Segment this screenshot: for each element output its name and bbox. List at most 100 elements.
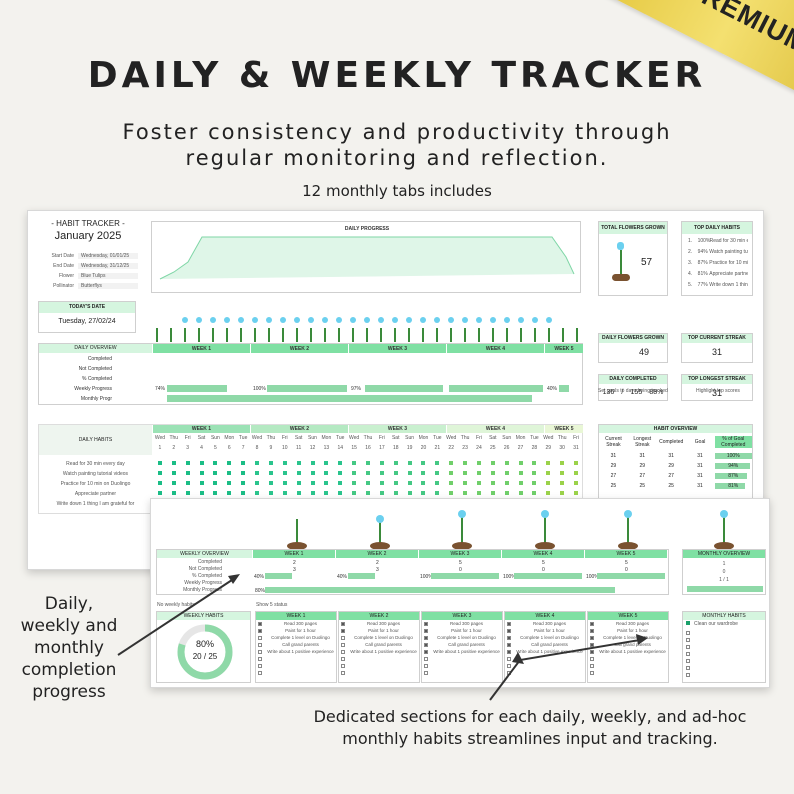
- weekly-habit-row[interactable]: [505, 662, 585, 669]
- checkbox[interactable]: [590, 628, 594, 633]
- habit-checkbox[interactable]: [379, 491, 384, 495]
- checkbox[interactable]: [424, 628, 428, 633]
- weekly-habit-row[interactable]: Call grand parents: [256, 641, 336, 648]
- habit-checkbox[interactable]: [504, 471, 509, 475]
- habit-checkbox[interactable]: [574, 461, 579, 465]
- weekly-habit-row[interactable]: Call grand parents: [588, 641, 668, 648]
- weekly-habit-row[interactable]: Call grand parents: [422, 641, 502, 648]
- weekly-habit-row[interactable]: Complete 1 level on Duolingo: [339, 634, 419, 641]
- habit-checkbox[interactable]: [560, 471, 565, 475]
- weekly-habit-row[interactable]: Complete 1 level on Duolingo: [256, 634, 336, 641]
- habit-checkbox[interactable]: [574, 471, 579, 475]
- checkbox[interactable]: [590, 635, 594, 640]
- habit-checkbox[interactable]: [324, 481, 329, 485]
- habit-checkbox[interactable]: [282, 491, 287, 495]
- habit-checkbox[interactable]: [352, 471, 357, 475]
- daily-habit[interactable]: Appreciate partner: [74, 491, 117, 497]
- habit-checkbox[interactable]: [546, 461, 551, 465]
- habit-checkbox[interactable]: [324, 471, 329, 475]
- habit-checkbox[interactable]: [213, 461, 218, 465]
- checkbox[interactable]: [507, 670, 511, 675]
- weekly-habit-row[interactable]: [422, 655, 502, 662]
- habit-checkbox[interactable]: [435, 491, 440, 495]
- habit-checkbox[interactable]: [255, 471, 260, 475]
- checkbox[interactable]: [686, 673, 690, 677]
- habit-checkbox[interactable]: [518, 461, 523, 465]
- weekly-habit-row[interactable]: Read 300 pages: [256, 620, 336, 627]
- checkbox[interactable]: [590, 621, 594, 626]
- weekly-habit-row[interactable]: Write about 1 positive experience: [505, 648, 585, 655]
- weekly-habit-row[interactable]: Paint for 1 hour: [256, 627, 336, 634]
- weekly-habit-row[interactable]: [588, 662, 668, 669]
- habit-checkbox[interactable]: [574, 491, 579, 495]
- habit-checkbox[interactable]: [518, 471, 523, 475]
- habit-checkbox[interactable]: [379, 461, 384, 465]
- weekly-habit-row[interactable]: Paint for 1 hour: [588, 627, 668, 634]
- habit-checkbox[interactable]: [504, 491, 509, 495]
- habit-checkbox[interactable]: [171, 481, 176, 485]
- habit-checkbox[interactable]: [227, 471, 232, 475]
- checkbox[interactable]: [686, 645, 690, 649]
- habit-checkbox[interactable]: [255, 481, 260, 485]
- checkbox[interactable]: [424, 635, 428, 640]
- checkbox[interactable]: [507, 628, 511, 633]
- daily-habit[interactable]: Watch painting tutorial videos: [62, 471, 129, 477]
- habit-checkbox[interactable]: [268, 481, 273, 485]
- habit-checkbox[interactable]: [476, 481, 481, 485]
- checkbox[interactable]: [507, 621, 511, 626]
- habit-checkbox[interactable]: [282, 481, 287, 485]
- habit-checkbox[interactable]: [449, 481, 454, 485]
- habit-checkbox[interactable]: [366, 461, 370, 465]
- habit-checkbox[interactable]: [463, 491, 468, 495]
- habit-checkbox[interactable]: [310, 481, 315, 485]
- weekly-habit-row[interactable]: Paint for 1 hour: [339, 627, 419, 634]
- habit-checkbox[interactable]: [227, 491, 232, 495]
- status-filter[interactable]: Show 5 status: [256, 602, 288, 608]
- checkbox[interactable]: [341, 663, 345, 668]
- habit-checkbox[interactable]: [366, 481, 370, 485]
- habit-checkbox[interactable]: [338, 491, 343, 495]
- habit-checkbox[interactable]: [255, 461, 260, 465]
- weekly-habit-row[interactable]: Read 300 pages: [422, 620, 502, 627]
- monthly-habit-row[interactable]: Clean our wardrobe: [683, 620, 765, 628]
- habit-checkbox[interactable]: [157, 461, 162, 465]
- weekly-habit-row[interactable]: [339, 662, 419, 669]
- habit-checkbox[interactable]: [185, 481, 190, 485]
- field-value[interactable]: Wednesday, 01/01/25: [78, 253, 138, 259]
- habit-checkbox[interactable]: [463, 461, 468, 465]
- habit-checkbox[interactable]: [379, 471, 384, 475]
- habit-checkbox[interactable]: [490, 491, 495, 495]
- highlight-filter[interactable]: Highlight top scores: [696, 388, 740, 394]
- habit-checkbox[interactable]: [296, 471, 301, 475]
- habit-checkbox[interactable]: [282, 461, 287, 465]
- checkbox[interactable]: [686, 638, 690, 642]
- checkbox[interactable]: [341, 656, 345, 661]
- habit-checkbox[interactable]: [407, 471, 412, 475]
- weekly-habit-row[interactable]: Call grand parents: [505, 641, 585, 648]
- habit-checkbox[interactable]: [338, 461, 343, 465]
- weekly-filter[interactable]: No weekly habits: [157, 602, 195, 608]
- checkbox[interactable]: [686, 666, 690, 670]
- habit-checkbox[interactable]: [199, 491, 204, 495]
- habit-checkbox[interactable]: [338, 471, 343, 475]
- habit-checkbox[interactable]: [407, 491, 412, 495]
- habit-checkbox[interactable]: [407, 461, 412, 465]
- weekly-habit-row[interactable]: Read 300 pages: [505, 620, 585, 627]
- habit-checkbox[interactable]: [324, 491, 329, 495]
- weekly-habit-row[interactable]: Write about 1 positive experience: [588, 648, 668, 655]
- habit-checkbox[interactable]: [532, 471, 537, 475]
- habit-checkbox[interactable]: [449, 491, 454, 495]
- checkbox[interactable]: [507, 663, 511, 668]
- habit-checkbox[interactable]: [407, 481, 412, 485]
- habit-checkbox[interactable]: [449, 461, 454, 465]
- habit-checkbox[interactable]: [393, 481, 398, 485]
- habit-checkbox[interactable]: [241, 491, 246, 495]
- habit-checkbox[interactable]: [227, 461, 232, 465]
- habit-checkbox[interactable]: [546, 491, 551, 495]
- habit-checkbox[interactable]: [213, 491, 218, 495]
- weekly-habit-row[interactable]: Read 300 pages: [588, 620, 668, 627]
- habit-checkbox[interactable]: [352, 461, 357, 465]
- checkbox[interactable]: [258, 642, 262, 647]
- checkbox[interactable]: [258, 649, 262, 654]
- habit-checkbox[interactable]: [157, 481, 162, 485]
